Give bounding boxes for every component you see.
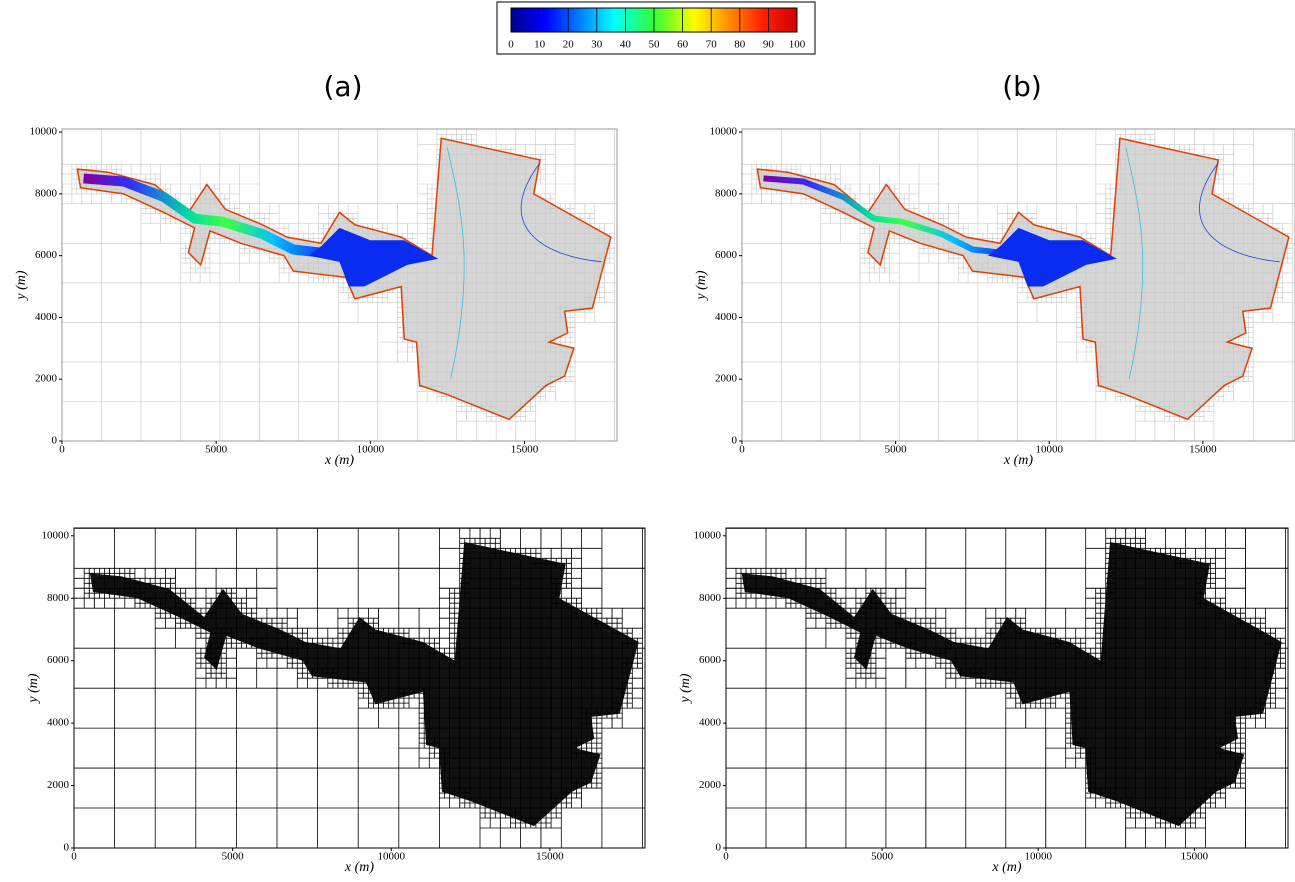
y-axis-label: y (m) — [26, 673, 41, 704]
x-axis-label: x (m) — [344, 860, 374, 875]
panel — [742, 129, 1295, 441]
lake-fill — [89, 542, 639, 827]
lake-outline — [756, 137, 1290, 421]
panel — [726, 528, 1288, 848]
lake-fill — [77, 138, 611, 420]
mesh — [74, 528, 645, 848]
axes-frame — [61, 128, 618, 442]
x-tick-label: 5000 — [885, 444, 908, 456]
x-tick-label: 5000 — [222, 851, 245, 863]
y-tick-label: 10000 — [710, 126, 738, 138]
y-tick-label: 4000 — [715, 311, 738, 323]
y-tick-label: 4000 — [47, 717, 70, 729]
x-tick-label: 10000 — [377, 851, 405, 863]
x-tick-label: 5000 — [871, 851, 894, 863]
axes-frame — [73, 527, 646, 849]
water — [987, 227, 1117, 287]
water — [308, 227, 439, 287]
x-tick-label: 10000 — [1024, 851, 1052, 863]
x-tick-label: 0 — [723, 851, 729, 863]
colorbar-tick-label: 0 — [508, 39, 514, 51]
x-tick-label: 10000 — [357, 444, 385, 456]
contour — [1199, 162, 1280, 263]
colorbar-tick-label: 90 — [763, 39, 775, 51]
x-tick-label: 15000 — [536, 851, 564, 863]
x-tick-label: 15000 — [1189, 444, 1217, 456]
x-tick-label: 15000 — [1181, 851, 1209, 863]
x-tick-label: 0 — [59, 444, 65, 456]
x-tick-label: 0 — [71, 851, 77, 863]
mesh — [726, 528, 1288, 848]
lake-fill — [757, 138, 1289, 420]
contour — [447, 147, 465, 380]
colorbar-tick-label: 70 — [706, 39, 718, 51]
lake-fill — [741, 542, 1282, 827]
river-arm — [83, 173, 322, 258]
y-tick-label: 10000 — [30, 126, 58, 138]
y-tick-label: 2000 — [35, 373, 58, 385]
x-tick-label: 0 — [739, 444, 745, 456]
colorbar-tick-label: 100 — [789, 39, 806, 51]
x-tick-label: 5000 — [205, 444, 228, 456]
y-axis-label: y (m) — [694, 270, 709, 301]
y-tick-label: 8000 — [699, 592, 722, 604]
contour — [520, 162, 602, 263]
y-tick-label: 2000 — [699, 779, 722, 791]
colorbar-tick-label: 10 — [534, 39, 546, 51]
y-tick-label: 10000 — [42, 529, 70, 541]
y-tick-label: 8000 — [35, 187, 58, 199]
y-axis-label: y (m) — [14, 270, 29, 301]
panel — [74, 528, 645, 848]
y-tick-label: 6000 — [47, 654, 70, 666]
colorbar-tick-label: 40 — [620, 39, 632, 51]
x-axis-label: x (m) — [324, 453, 354, 468]
panel-label: (b) — [1002, 70, 1042, 103]
axes-frame — [741, 128, 1295, 442]
contour — [1125, 147, 1144, 380]
y-tick-label: 8000 — [715, 187, 738, 199]
colorbar-tick-label: 80 — [734, 39, 746, 51]
x-axis-label: x (m) — [991, 860, 1021, 875]
y-tick-label: 4000 — [699, 717, 722, 729]
panel — [62, 129, 617, 441]
y-tick-label: 2000 — [47, 779, 70, 791]
colorbar-tick-label: 30 — [591, 39, 603, 51]
colorbar-tick-label: 50 — [649, 39, 661, 51]
x-tick-label: 15000 — [511, 444, 539, 456]
y-tick-label: 6000 — [699, 654, 722, 666]
y-tick-label: 6000 — [35, 249, 58, 261]
y-tick-label: 10000 — [694, 529, 722, 541]
panel-label: (a) — [323, 70, 362, 103]
colorbar-tick-label: 60 — [677, 39, 689, 51]
y-tick-label: 8000 — [47, 592, 70, 604]
y-tick-label: 2000 — [715, 373, 738, 385]
x-tick-label: 10000 — [1035, 444, 1063, 456]
x-axis-label: x (m) — [1003, 453, 1033, 468]
y-tick-label: 0 — [52, 435, 58, 447]
lake-outline — [76, 137, 612, 421]
axes-frame — [725, 527, 1289, 849]
y-tick-label: 0 — [716, 842, 722, 854]
y-tick-label: 0 — [732, 435, 738, 447]
y-tick-label: 4000 — [35, 311, 58, 323]
y-axis-label: y (m) — [678, 673, 693, 704]
river-arm — [763, 175, 1001, 256]
colorbar-tick-label: 20 — [563, 39, 575, 51]
y-tick-label: 6000 — [715, 249, 738, 261]
y-tick-label: 0 — [64, 842, 70, 854]
